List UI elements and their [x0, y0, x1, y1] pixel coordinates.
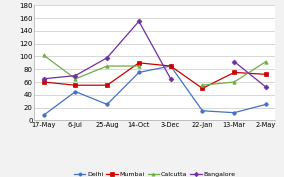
Mumbai — [201, 87, 204, 89]
Calcutta — [42, 54, 45, 56]
Mumbai — [264, 73, 268, 75]
Mumbai — [42, 81, 45, 83]
Calcutta — [137, 65, 141, 67]
Bangalore — [169, 78, 172, 80]
Delhi — [264, 103, 268, 105]
Bangalore — [105, 57, 109, 59]
Delhi — [137, 71, 141, 73]
Delhi — [42, 114, 45, 116]
Calcutta — [74, 78, 77, 80]
Calcutta — [105, 65, 109, 67]
Delhi — [74, 90, 77, 93]
Line: Bangalore: Bangalore — [42, 19, 172, 81]
Delhi — [169, 65, 172, 67]
Bangalore — [74, 75, 77, 77]
Line: Delhi: Delhi — [42, 64, 268, 117]
Delhi — [201, 110, 204, 112]
Legend: Delhi, Mumbai, Calcutta, Bangalore: Delhi, Mumbai, Calcutta, Bangalore — [72, 169, 238, 177]
Bangalore — [137, 20, 141, 22]
Mumbai — [233, 71, 236, 73]
Line: Calcutta: Calcutta — [42, 53, 141, 81]
Mumbai — [74, 84, 77, 86]
Delhi — [233, 112, 236, 114]
Mumbai — [137, 62, 141, 64]
Mumbai — [169, 65, 172, 67]
Delhi — [105, 103, 109, 105]
Line: Mumbai: Mumbai — [42, 61, 268, 90]
Mumbai — [105, 84, 109, 86]
Bangalore — [42, 78, 45, 80]
